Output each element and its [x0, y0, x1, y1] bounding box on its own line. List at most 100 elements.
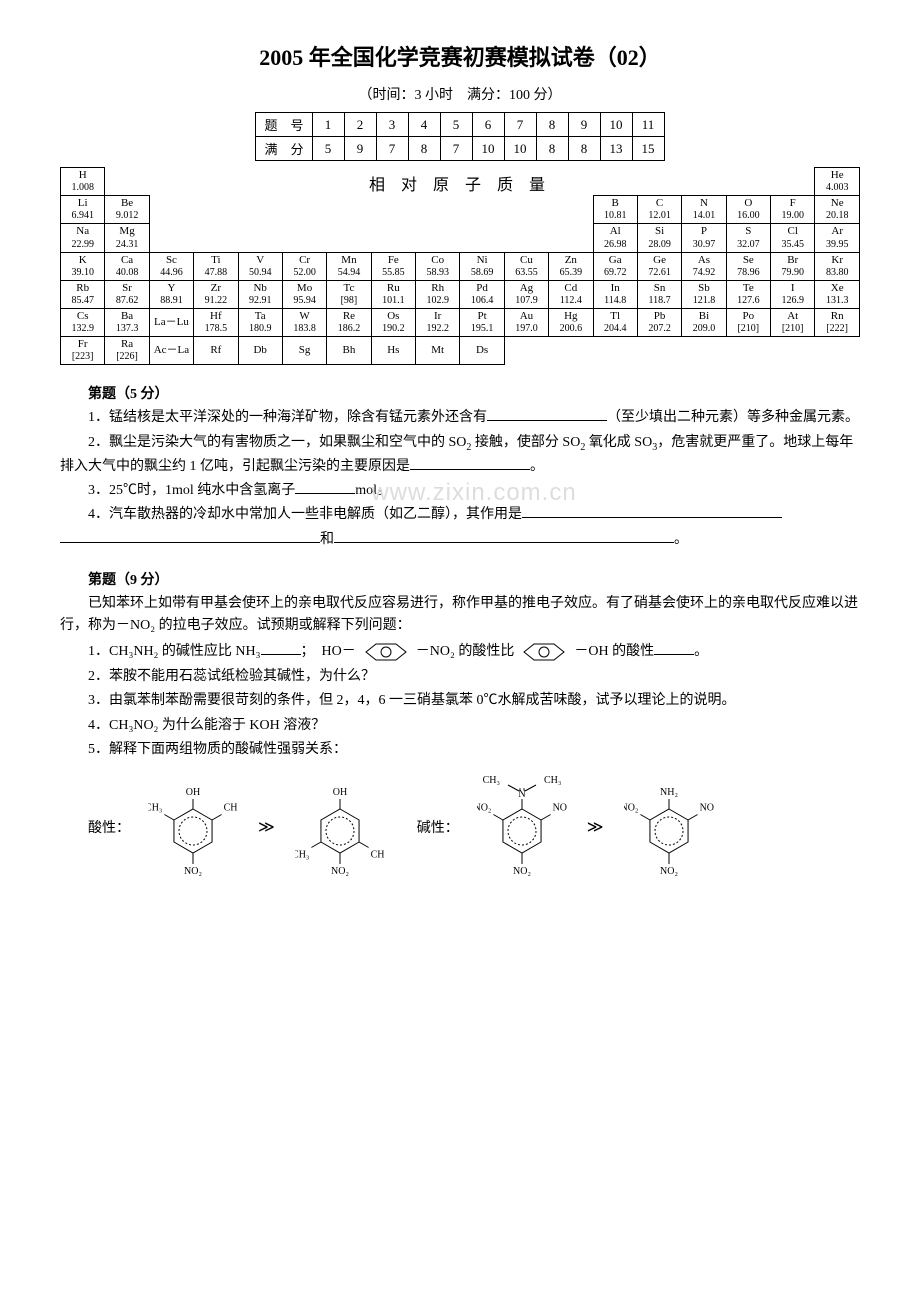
element-cell: As74.92 [682, 252, 726, 280]
empty-cell [194, 224, 238, 252]
q1-header: 第题（5 分） [60, 383, 860, 403]
element-cell: Ac－La [149, 337, 193, 365]
empty-cell [327, 224, 371, 252]
empty-cell [504, 337, 548, 365]
empty-cell [238, 196, 282, 224]
empty-cell [460, 196, 504, 224]
element-cell: Cu63.55 [504, 252, 548, 280]
element-cell: Cr52.00 [282, 252, 326, 280]
blank [410, 456, 530, 470]
element-cell: Pt195.1 [460, 308, 504, 336]
empty-cell [549, 337, 593, 365]
element-cell: Ds [460, 337, 504, 365]
element-cell: O16.00 [726, 196, 770, 224]
element-cell: Hf178.5 [194, 308, 238, 336]
score-cell: 6 [472, 113, 504, 137]
empty-cell [149, 196, 193, 224]
element-cell: C12.01 [637, 196, 681, 224]
q1-p1b: （至少填出二种元素）等多种金属元素。 [607, 410, 859, 425]
element-cell: B10.81 [593, 196, 637, 224]
element-cell: Y88.91 [149, 280, 193, 308]
element-cell: Cl35.45 [771, 224, 815, 252]
element-cell: He4.003 [815, 168, 860, 196]
blank [295, 480, 355, 494]
acid-label: 酸性： [88, 817, 136, 837]
element-cell: Sc44.96 [149, 252, 193, 280]
empty-cell [504, 196, 548, 224]
pt-label: 相 对 原 子 质 量 [369, 171, 551, 195]
element-cell: Rb85.47 [61, 280, 105, 308]
element-cell: Sn118.7 [637, 280, 681, 308]
empty-cell [371, 196, 415, 224]
svg-text:NO₂: NO₂ [184, 866, 202, 877]
element-cell: Ag107.9 [504, 280, 548, 308]
empty-cell [549, 196, 593, 224]
element-cell: Nb92.91 [238, 280, 282, 308]
element-cell: Cd112.4 [549, 280, 593, 308]
blank [654, 641, 694, 655]
score-table: 题 号1234567891011 满 分597871010881315 [255, 112, 664, 161]
element-cell: P30.97 [682, 224, 726, 252]
element-cell: Ni58.69 [460, 252, 504, 280]
element-cell: Db [238, 337, 282, 365]
empty-cell [549, 168, 593, 196]
svg-text:OH: OH [333, 787, 347, 798]
subtitle: （时间：3 小时 满分：100 分） [60, 84, 860, 104]
element-cell: Sb121.8 [682, 280, 726, 308]
element-cell: Te127.6 [726, 280, 770, 308]
element-cell: Ba137.3 [105, 308, 149, 336]
q2-p1: 1．CH₃NH₂ 的碱性应比 NH₃； HO－－NO₂ 的酸性比－OH 的酸性。 [60, 640, 860, 664]
element-cell: Ar39.95 [815, 224, 860, 252]
element-cell: Po[210] [726, 308, 770, 336]
element-cell: Be9.012 [105, 196, 149, 224]
element-cell: Xe131.3 [815, 280, 860, 308]
empty-cell [460, 224, 504, 252]
element-cell: Kr83.80 [815, 252, 860, 280]
element-cell: I126.9 [771, 280, 815, 308]
empty-cell [637, 337, 681, 365]
t: 。 [674, 532, 688, 547]
svg-text:CH₃: CH₃ [295, 850, 309, 861]
element-cell: Rf [194, 337, 238, 365]
t: －OH 的酸性 [574, 644, 654, 659]
element-cell: Cs132.9 [61, 308, 105, 336]
element-cell: F19.00 [771, 196, 815, 224]
svg-text:CH₃: CH₃ [544, 775, 561, 786]
svg-text:CH₃: CH₃ [482, 775, 499, 786]
score-cell: 13 [600, 137, 632, 161]
t: 1．CH₃NH₂ 的碱性应比 NH₃ [88, 644, 261, 659]
score-cell: 3 [376, 113, 408, 137]
svg-text:OH: OH [186, 787, 200, 798]
element-cell: Bh [327, 337, 371, 365]
t: 。 [694, 644, 708, 659]
element-cell: Ir192.2 [416, 308, 460, 336]
t: 和 [320, 532, 334, 547]
empty-cell [771, 337, 815, 365]
score-cell: 7 [440, 137, 472, 161]
gt-icon: ≫ [250, 817, 283, 837]
score-cell: 10 [472, 137, 504, 161]
element-cell: Ti47.88 [194, 252, 238, 280]
benzene-icon [514, 640, 574, 664]
element-cell: H1.008 [61, 168, 105, 196]
element-cell: Pb207.2 [637, 308, 681, 336]
element-cell: Ge72.61 [637, 252, 681, 280]
element-cell: Tc[98] [327, 280, 371, 308]
element-cell: Rn[222] [815, 308, 860, 336]
empty-cell [105, 168, 149, 196]
element-cell: Tl204.4 [593, 308, 637, 336]
empty-cell [593, 168, 637, 196]
svg-text:NO₂: NO₂ [552, 803, 566, 814]
page-title: 2005 年全国化学竞赛初赛模拟试卷（02） [60, 40, 860, 72]
element-cell: S32.07 [726, 224, 770, 252]
base-label: 碱性： [417, 817, 465, 837]
t: 4．汽车散热器的冷却水中常加人一些非电解质（如乙二醇），其作用是 [88, 507, 522, 522]
empty-cell [726, 337, 770, 365]
score-cell: 7 [504, 113, 536, 137]
svg-text:NO₂: NO₂ [513, 866, 531, 877]
t: 。 [530, 459, 544, 474]
element-cell: Br79.90 [771, 252, 815, 280]
q2-p2: 2．苯胺不能用石蕊试纸检验其碱性，为什么？ [60, 666, 860, 688]
q2-p4: 4．CH₃NO₂ 为什么能溶于 KOH 溶液？ [60, 715, 860, 737]
element-cell: Zn65.39 [549, 252, 593, 280]
